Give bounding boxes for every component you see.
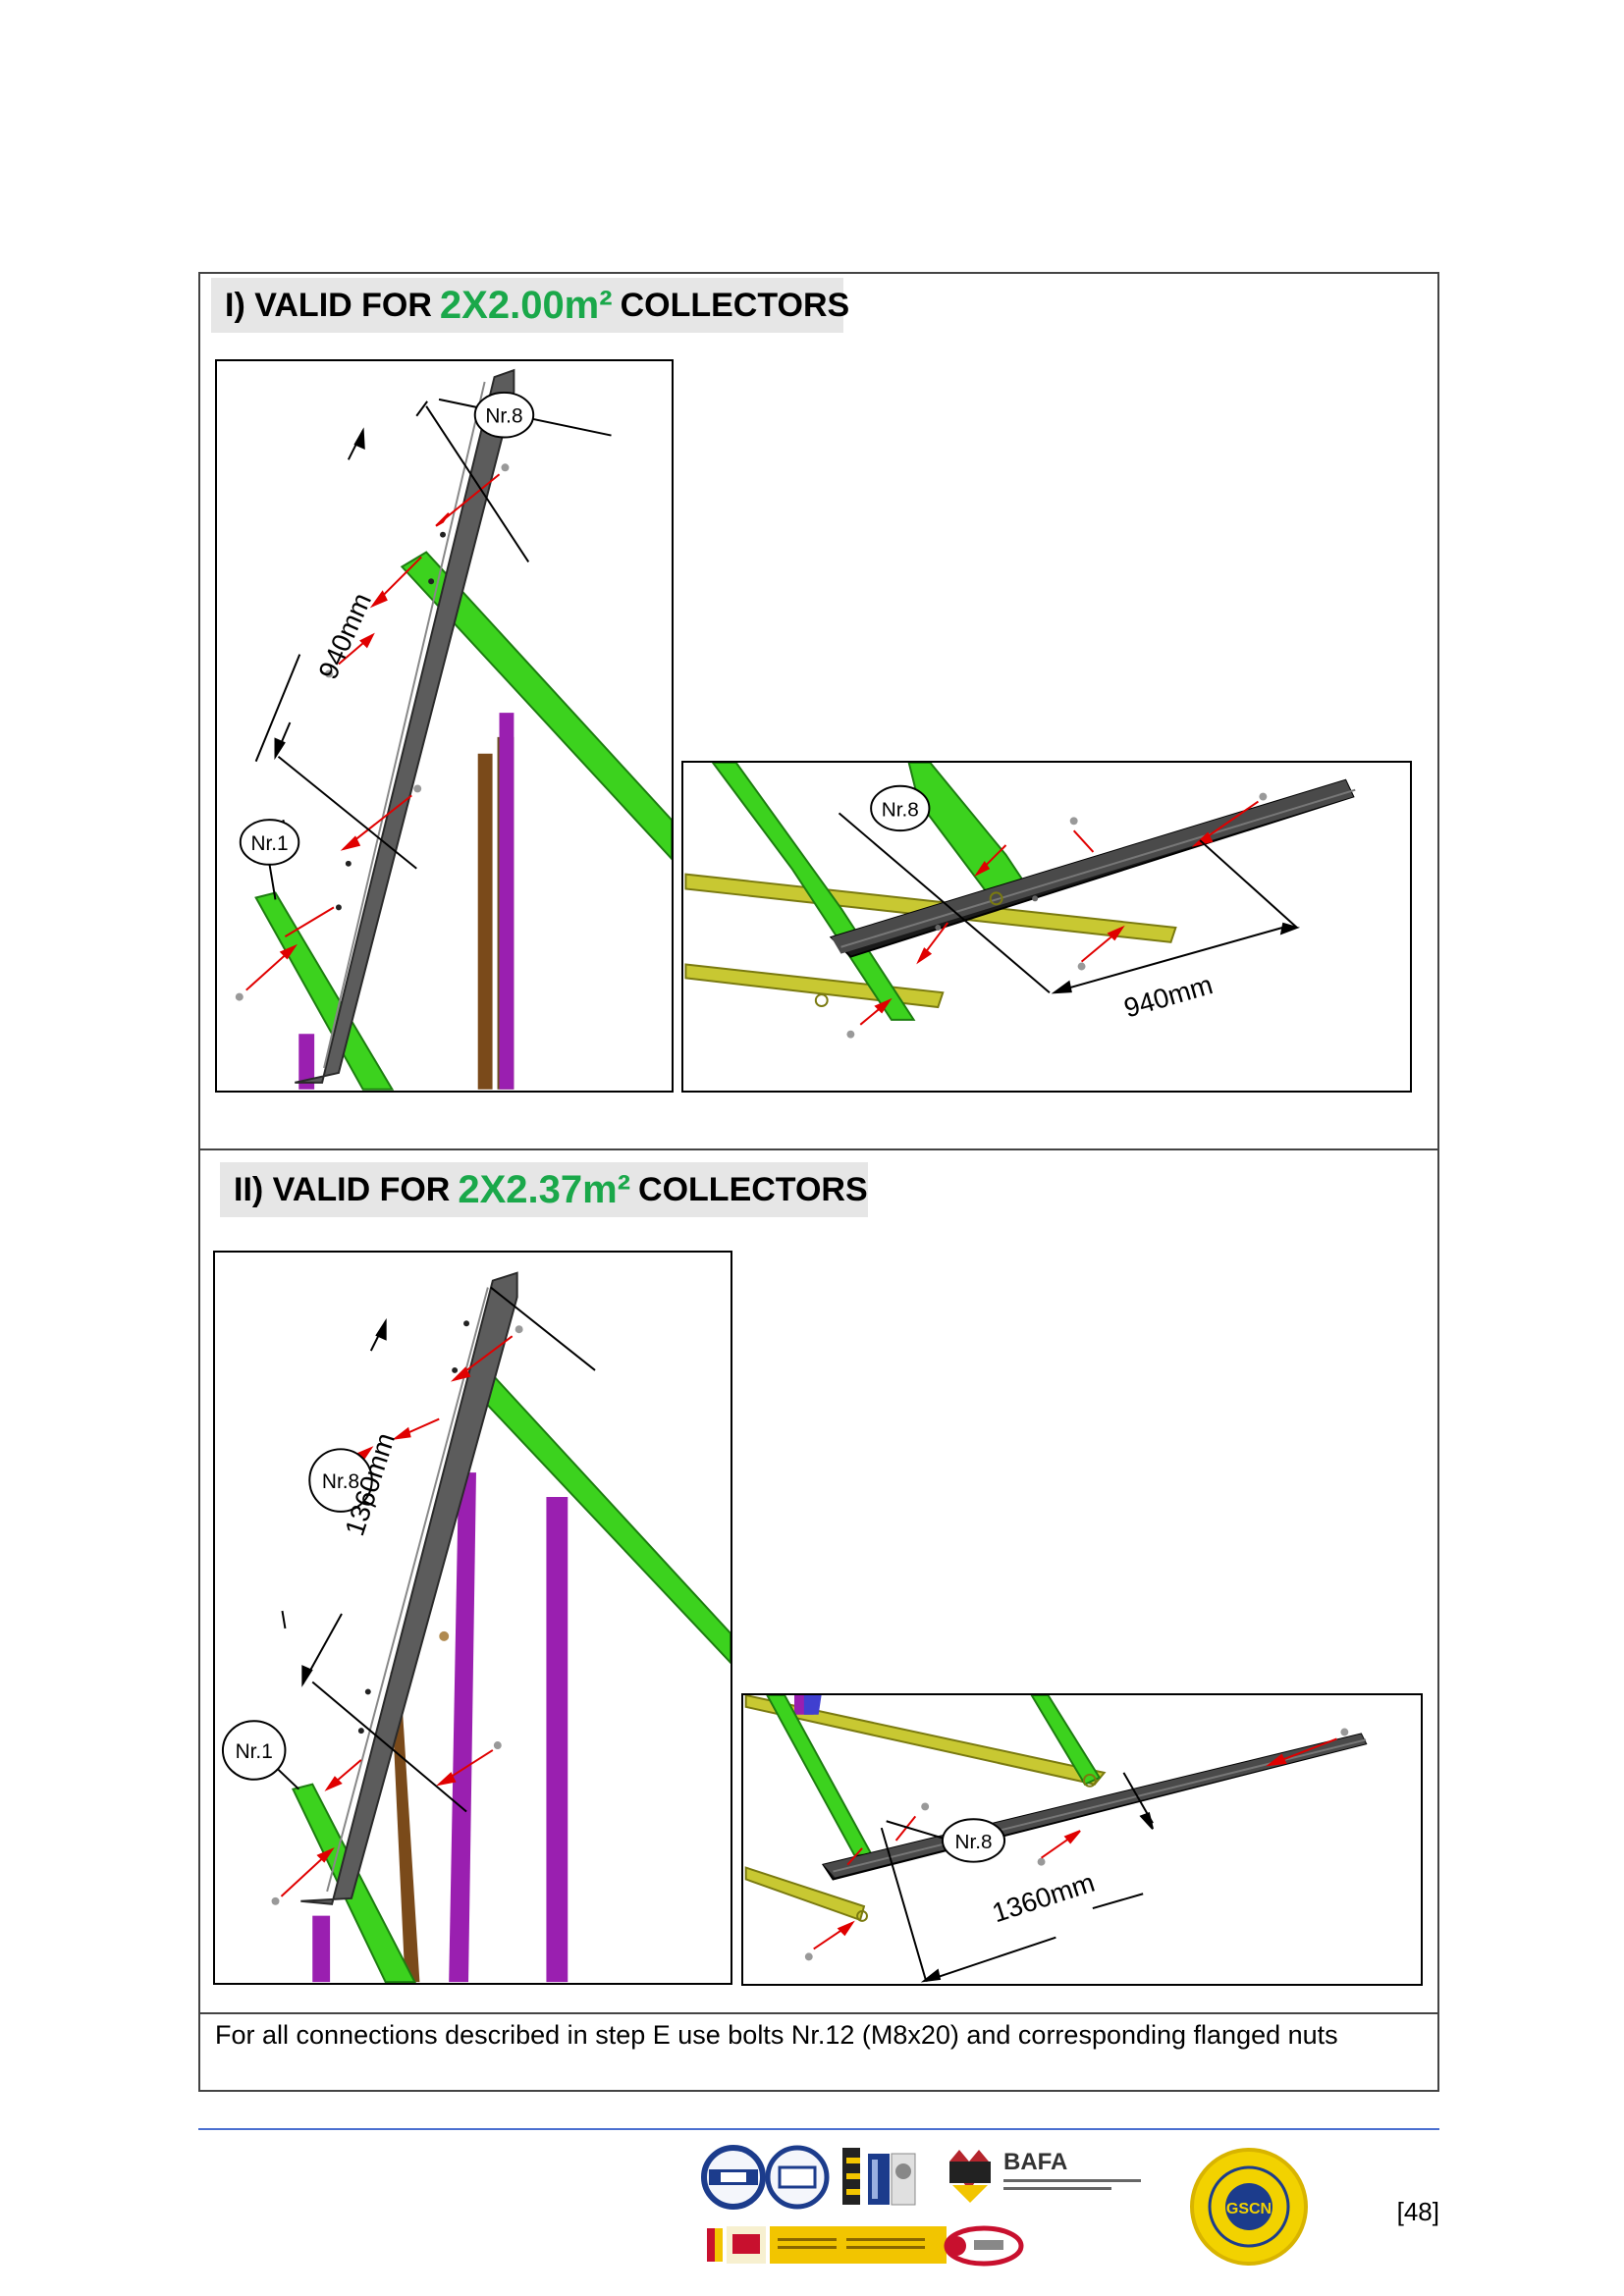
section-1-size: 2X2.00m² [440, 284, 613, 328]
blue-cert-logo [868, 2154, 915, 2205]
bolts-note: For all connections described in step E … [215, 2020, 1338, 2051]
section-1-prefix: I) VALID FOR [225, 287, 432, 325]
diagram-3-drawing: Nr.8 Nr.1 1360mm [215, 1253, 731, 1983]
note-divider [198, 2012, 1439, 2014]
diagram-1-callout-nr8: Nr.8 [485, 405, 522, 428]
diagram-4-callout-nr8: Nr.8 [955, 1831, 993, 1853]
spanish-government-logo [707, 2226, 947, 2264]
section-2-size: 2X2.37m² [458, 1168, 630, 1212]
e-mark-logo [842, 2148, 860, 2205]
dgf-logo [704, 2148, 763, 2207]
certification-logos: BAFA GSCN [699, 2140, 1308, 2268]
section-1-suffix: COLLECTORS [621, 287, 850, 325]
diagram-1-callout-nr1: Nr.1 [250, 832, 288, 855]
bafa-title: BAFA [1003, 2149, 1067, 2175]
bafa-logo: BAFA [949, 2149, 1141, 2203]
diagram-4-drawing: Nr.8 1360mm [743, 1695, 1421, 1984]
gscn-text: GSCN [1226, 2201, 1272, 2217]
diagram-4-dimension: 1360mm [989, 1867, 1099, 1929]
section-2-heading: II) VALID FOR 2X2.37m² COLLECTORS [220, 1162, 868, 1217]
footer-rule [198, 2128, 1439, 2130]
diagram-2-drawing: Nr.8 940mm [683, 763, 1410, 1091]
gscn-logo: GSCN [1192, 2150, 1306, 2264]
diagram-3-callout-nr1: Nr.1 [236, 1740, 273, 1763]
diagram-1-panel: Nr.8 Nr.1 940mm [215, 359, 674, 1093]
diagram-1-dimension: 940mm [312, 588, 377, 683]
section-2-prefix: II) VALID FOR [234, 1171, 450, 1209]
page-number: [48] [1397, 2197, 1439, 2227]
diagram-1-drawing: Nr.8 Nr.1 940mm [217, 361, 672, 1091]
diagram-2-panel: Nr.8 940mm [681, 761, 1412, 1093]
section-divider [198, 1148, 1439, 1150]
red-oval-logo [947, 2228, 1021, 2264]
section-2-suffix: COLLECTORS [638, 1171, 868, 1209]
section-1-heading: I) VALID FOR 2X2.00m² COLLECTORS [211, 278, 843, 333]
diagram-4-panel: Nr.8 1360mm [741, 1693, 1423, 1986]
footer-logos: BAFA GSCN [699, 2140, 1308, 2268]
diagram-2-dimension: 940mm [1120, 969, 1216, 1023]
diagram-3-panel: Nr.8 Nr.1 1360mm [213, 1251, 732, 1985]
diagram-2-callout-nr8: Nr.8 [882, 798, 919, 821]
lgai-logo [768, 2148, 827, 2207]
